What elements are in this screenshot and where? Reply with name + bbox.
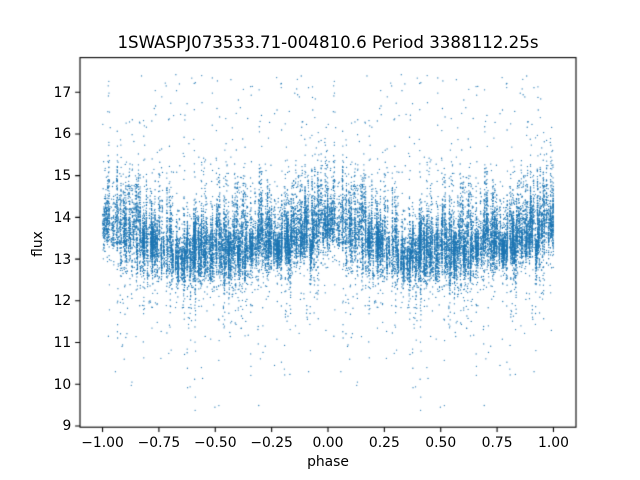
chart-title: 1SWASPJ073533.71-004810.6 Period 3388112… [117, 32, 539, 52]
x-tick-label: −0.75 [137, 434, 181, 451]
x-tick-label: −0.50 [194, 434, 237, 451]
x-tick-label: 1.00 [538, 434, 569, 451]
y-tick-label: 15 [53, 168, 72, 185]
y-tick-label: 14 [53, 209, 72, 226]
x-tick-label: 0.50 [425, 434, 457, 451]
x-tick-label: −1.00 [81, 434, 124, 451]
y-tick-label: 10 [53, 376, 72, 393]
x-tick-label: −0.25 [250, 434, 293, 451]
x-tick-label: 0.75 [481, 434, 513, 451]
y-axis-label: flux [30, 231, 47, 257]
y-tick-label: 12 [53, 293, 72, 310]
y-tick-label: 16 [53, 126, 72, 143]
x-tick-label: 0.25 [368, 434, 400, 451]
x-tick-label: 0.00 [312, 434, 344, 451]
y-tick-label: 17 [53, 84, 72, 101]
y-tick-label: 9 [62, 418, 72, 435]
y-tick-label: 13 [53, 251, 72, 268]
y-tick-label: 11 [53, 335, 72, 352]
x-axis-label: phase [307, 453, 349, 470]
